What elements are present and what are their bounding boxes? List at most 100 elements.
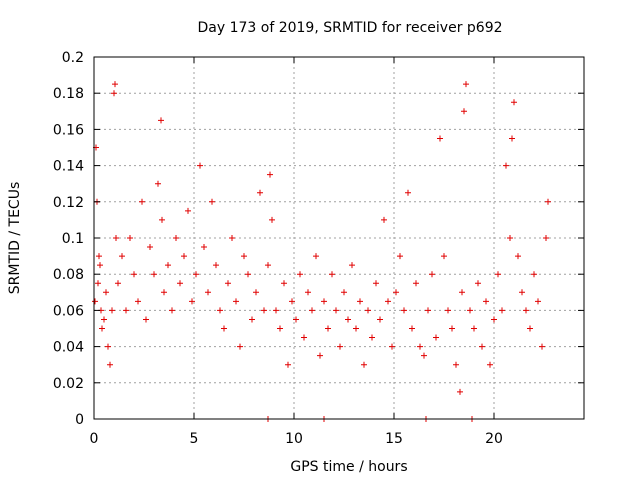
data-point <box>95 280 101 287</box>
data-point <box>297 271 303 278</box>
data-point <box>237 343 243 350</box>
data-point <box>269 216 275 223</box>
data-point <box>543 235 549 241</box>
data-point <box>177 280 183 287</box>
data-point <box>159 216 165 223</box>
x-axis-label: GPS time / hours <box>290 459 407 475</box>
data-point <box>273 307 279 314</box>
data-point <box>523 307 529 314</box>
data-point <box>301 334 307 341</box>
data-point <box>381 216 387 223</box>
data-point <box>483 298 489 305</box>
data-point <box>365 307 371 314</box>
data-point <box>369 334 375 341</box>
data-point <box>341 289 347 296</box>
data-point <box>441 253 447 260</box>
data-point <box>119 253 125 260</box>
data-point <box>139 198 145 205</box>
data-point <box>189 298 195 305</box>
data-point <box>463 81 469 88</box>
data-point <box>445 307 451 314</box>
data-point <box>112 81 118 88</box>
data-point <box>285 361 291 368</box>
y-tick-label: 0.06 <box>53 303 84 319</box>
data-point <box>113 235 119 241</box>
data-point <box>245 271 251 278</box>
y-tick-label: 0.2 <box>62 50 84 66</box>
data-point <box>127 235 133 241</box>
data-point <box>417 343 423 350</box>
data-point <box>233 298 239 305</box>
data-point <box>397 253 403 260</box>
data-point <box>111 90 117 97</box>
data-point <box>209 198 215 205</box>
data-point <box>185 207 191 214</box>
data-point <box>103 289 109 296</box>
data-point <box>277 325 283 332</box>
data-point <box>101 316 107 323</box>
data-point <box>377 316 383 323</box>
data-point <box>345 316 351 323</box>
data-point <box>393 289 399 296</box>
data-point <box>131 271 137 278</box>
data-point <box>507 235 513 241</box>
data-point <box>405 189 411 196</box>
data-point <box>289 298 295 305</box>
y-tick-label: 0.08 <box>53 267 84 283</box>
x-tick-label: 20 <box>485 431 503 447</box>
data-point <box>515 253 521 260</box>
data-point <box>531 271 537 278</box>
data-point <box>229 235 235 241</box>
x-tick-label: 0 <box>90 431 99 447</box>
data-point <box>467 307 473 314</box>
y-tick-label: 0.16 <box>53 122 84 138</box>
data-point <box>373 280 379 287</box>
data-point <box>173 235 179 241</box>
data-point <box>161 289 167 296</box>
data-point <box>413 280 419 287</box>
data-point <box>329 271 335 278</box>
data-point <box>151 271 157 278</box>
data-point <box>105 343 111 350</box>
axis-ticks: 0 0.02 0.04 0.06 0.08 0.1 0.12 0.14 0.16 0.18 0.2 0… <box>53 50 584 447</box>
data-point <box>293 316 299 323</box>
data-point <box>143 316 149 323</box>
data-point <box>535 298 541 305</box>
y-tick-label: 0.02 <box>53 376 84 392</box>
data-point <box>221 325 227 332</box>
y-tick-label: 0.1 <box>62 231 84 247</box>
data-point <box>357 298 363 305</box>
data-point <box>109 307 115 314</box>
data-point <box>333 307 339 314</box>
chart-title: Day 173 of 2019, SRMTID for receiver p69… <box>197 20 502 36</box>
data-point <box>193 271 199 278</box>
data-series-srmtid <box>92 81 551 422</box>
data-point <box>433 334 439 341</box>
data-point <box>421 352 427 359</box>
data-point <box>165 262 171 269</box>
data-point <box>479 343 485 350</box>
data-point <box>353 325 359 332</box>
data-point <box>509 135 515 142</box>
x-tick-label: 10 <box>285 431 303 447</box>
y-tick-label: 0.04 <box>53 340 84 356</box>
data-point <box>213 262 219 269</box>
data-point <box>225 280 231 287</box>
data-point <box>205 289 211 296</box>
data-point <box>401 307 407 314</box>
x-tick-label: 5 <box>190 431 199 447</box>
data-point <box>115 280 121 287</box>
data-point <box>495 271 501 278</box>
data-point <box>449 325 455 332</box>
data-point <box>249 316 255 323</box>
data-point <box>519 289 525 296</box>
data-point <box>265 262 271 269</box>
data-point <box>155 180 161 187</box>
data-point <box>261 307 267 314</box>
data-point <box>158 117 164 124</box>
data-point <box>97 262 103 269</box>
data-point <box>457 388 463 395</box>
data-point <box>545 198 551 205</box>
data-point <box>99 325 105 332</box>
data-point <box>325 325 331 332</box>
